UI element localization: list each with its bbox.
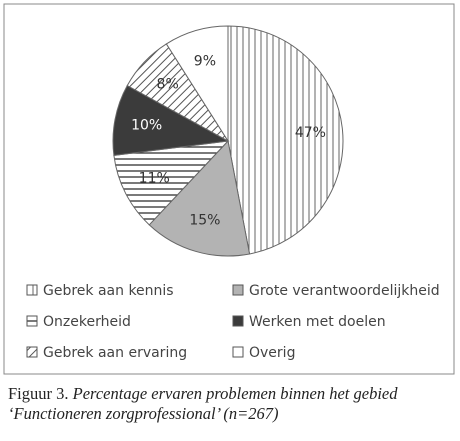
chart-border [3, 3, 455, 375]
data-label: 47% [295, 125, 326, 141]
caption-label: Figuur 3. [8, 384, 69, 403]
legend-swatch [26, 315, 38, 327]
pie-slice [113, 140, 230, 226]
data-label: 10% [131, 117, 162, 133]
legend-label: Onzekerheid [43, 314, 131, 330]
legend-label: Gebrek aan kennis [43, 283, 174, 299]
data-label: 11% [139, 171, 170, 187]
legend-swatch [232, 284, 244, 296]
chart: 47% 15% 11% 10% 8% 9% Gebrek aan kennis Grote v… [3, 3, 455, 375]
legend-label: Werken met doelen [249, 314, 386, 330]
pie-slice [148, 139, 251, 257]
legend-label: Overig [249, 345, 295, 361]
data-label: 15% [189, 213, 220, 229]
legend-label: Grote verantwoordelijkheid [249, 283, 440, 299]
data-label: 9% [194, 53, 216, 69]
pie-slice [112, 84, 230, 156]
caption-text: Percentage ervaren problemen binnen het … [8, 384, 398, 423]
legend-swatch [232, 315, 244, 327]
pie-slice [165, 25, 229, 143]
legend-label: Gebrek aan ervaring [43, 345, 187, 361]
legend-swatch [26, 284, 38, 296]
data-label: 8% [157, 76, 179, 92]
pie-slice [227, 25, 344, 255]
caption: Figuur 3. Percentage ervaren problemen b… [8, 384, 428, 424]
legend-swatch [232, 346, 244, 358]
legend-swatch [26, 346, 38, 358]
